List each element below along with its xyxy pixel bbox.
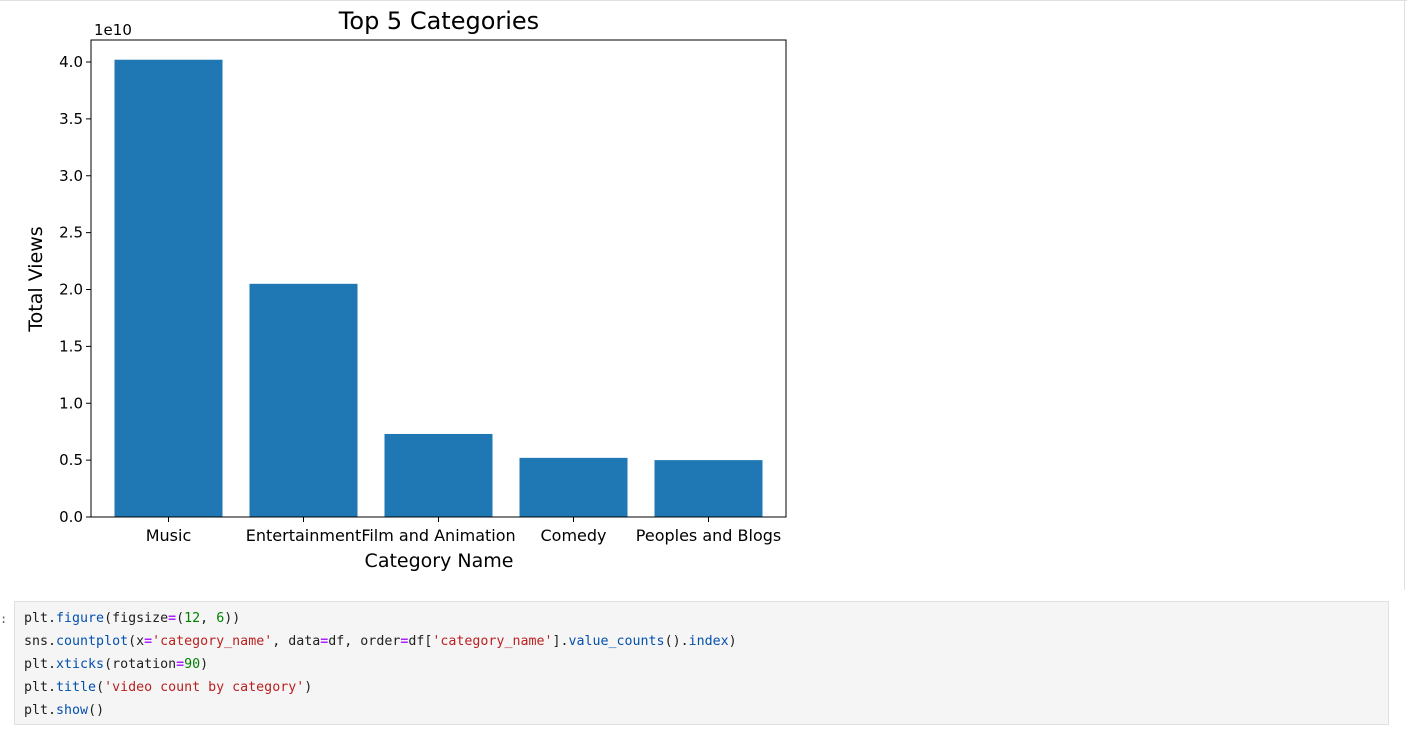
code-token: plt. [24,680,57,695]
x-axis-label: Category Name [365,550,514,572]
bar-comedy [519,457,628,517]
y-tick-label: 1.0 [59,394,83,412]
bar-chart: Top 5 Categories 1e10 0.0 0.5 1.0 1.5 2.0 2.5… [25,7,787,572]
code-token: ) [304,680,313,695]
code-token: plt. [24,657,57,672]
code-token: figure [56,611,105,626]
code-token: ) [728,634,737,649]
code-cell-editor[interactable]: plt.figure(figsize=(12, 6)) sns.countplot… [14,601,1389,725]
code-line: plt.title('video count by category') [24,676,312,699]
bar-film-and-animation [384,433,493,517]
y-tick-label: 2.5 [59,224,83,242]
code-token: plt. [24,703,57,718]
code-token: , data [272,634,321,649]
code-token: = [320,634,329,649]
code-token: df, order [328,634,401,649]
x-tick-label: Film and Animation [361,526,515,545]
code-token: value_counts [568,634,665,649]
output-top-border [0,0,1407,1]
code-token: df[ [408,634,433,649]
code-token: show [56,703,89,718]
x-axis-ticks: Music Entertainment Film and Animation Come… [146,517,781,545]
x-tick-label: Comedy [540,526,606,545]
y-axis-ticks: 0.0 0.5 1.0 1.5 2.0 2.5 3.0 3.5 4.0 [59,53,91,526]
bar-music [114,59,223,517]
code-token: (figsize [104,611,169,626]
code-token: (x [128,634,145,649]
y-tick-label: 2.0 [59,281,83,299]
cell-prompt: : [0,612,8,626]
code-token: xticks [56,657,105,672]
y-tick-label: 3.0 [59,167,83,185]
code-token: 'video count by category' [104,680,305,695]
y-tick-label: 3.5 [59,110,83,128]
code-token: = [168,611,177,626]
code-token: countplot [56,634,129,649]
bar-entertainment [249,283,358,517]
code-token: )) [224,611,241,626]
code-line: sns.countplot(x='category_name', data=df… [24,630,737,653]
code-token: 12 [184,611,201,626]
y-tick-label: 0.0 [59,508,83,526]
x-tick-label: Entertainment [246,526,361,545]
bars-group [114,59,763,517]
y-tick-label: 1.5 [59,337,83,355]
bar-peoples-and-blogs [654,460,763,517]
x-tick-label: Music [146,526,192,545]
code-line: plt.show() [24,699,104,722]
code-token: = [176,657,185,672]
code-token: = [400,634,409,649]
code-token: ( [176,611,185,626]
code-token: index [688,634,729,649]
y-axis-label: Total Views [25,226,47,332]
y-offset-label: 1e10 [94,21,132,39]
x-tick-label: Peoples and Blogs [636,526,781,545]
code-token: (). [664,634,689,649]
code-token: 'category_name' [432,634,553,649]
chart-title: Top 5 Categories [338,7,539,35]
code-token: 6 [216,611,225,626]
code-token: sns. [24,634,57,649]
y-tick-label: 0.5 [59,451,83,469]
code-line: plt.xticks(rotation=90) [24,653,208,676]
plot-frame [90,39,787,518]
code-line: plt.figure(figsize=(12, 6)) [24,607,240,630]
code-token: (rotation [104,657,177,672]
code-token: ) [200,657,209,672]
code-token: ( [96,680,105,695]
code-token: , [200,611,217,626]
code-token: 'category_name' [152,634,273,649]
y-tick-label: 4.0 [59,53,83,71]
output-scroll-edge [1404,0,1405,590]
code-token: title [56,680,97,695]
code-token: ]. [552,634,569,649]
code-token: 90 [184,657,201,672]
code-token: = [144,634,153,649]
code-token: plt. [24,611,57,626]
code-token: () [88,703,105,718]
